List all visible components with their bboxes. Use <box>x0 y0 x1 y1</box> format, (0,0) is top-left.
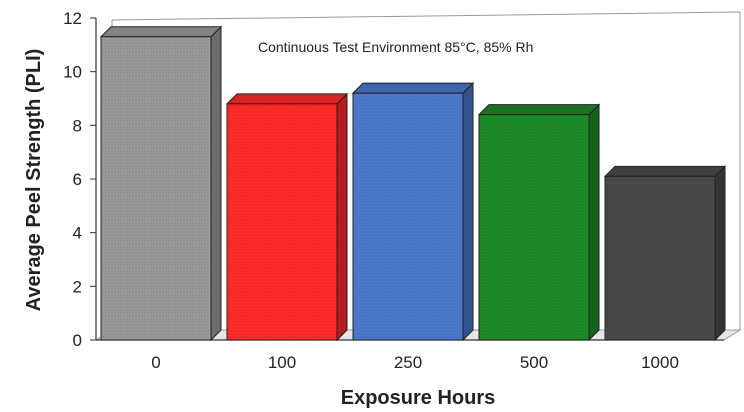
bar-0 <box>99 25 223 342</box>
bar-top-face <box>225 93 349 105</box>
y-tick-label: 4 <box>73 224 82 243</box>
x-axis-title: Exposure Hours <box>341 387 495 409</box>
bar-texture <box>101 36 211 341</box>
bar-side-face <box>588 103 600 342</box>
y-tick-label: 0 <box>73 331 82 350</box>
y-tick-label: 6 <box>73 170 82 189</box>
bar-top-face <box>477 104 601 116</box>
x-tick-label: 1000 <box>641 353 679 372</box>
bar-side-face <box>714 165 726 342</box>
y-axis-title: Average Peel Strength (PLI) <box>23 49 45 312</box>
y-tick-label: 12 <box>63 9 82 28</box>
bar-top-face <box>99 26 223 38</box>
bar-texture <box>605 176 715 340</box>
bar-250 <box>351 81 475 342</box>
x-tick-label: 250 <box>394 353 422 372</box>
bar-side-face <box>462 81 474 342</box>
bar-1000 <box>603 165 727 342</box>
y-tick-label: 8 <box>73 116 82 135</box>
y-axis-ticks: 0 2 4 6 8 10 12 <box>63 9 96 350</box>
chart-annotation: Continuous Test Environment 85°C, 85% Rh <box>258 39 533 55</box>
bar-100 <box>225 92 349 342</box>
bar-side-face <box>210 25 222 342</box>
bar-side-face <box>336 92 348 342</box>
x-tick-label: 0 <box>151 353 160 372</box>
bar-top-face <box>603 165 727 177</box>
y-tick-label: 2 <box>73 277 82 296</box>
bar-top-face <box>351 82 475 94</box>
bar-texture <box>227 103 337 340</box>
y-tick-label: 10 <box>63 63 82 82</box>
x-axis-ticks: 0 100 250 500 1000 <box>151 353 679 372</box>
x-tick-label: 100 <box>268 353 296 372</box>
bars-group <box>99 25 727 342</box>
bar-500 <box>477 103 601 342</box>
x-tick-label: 500 <box>520 353 548 372</box>
bar-texture <box>353 93 463 340</box>
bar-texture <box>479 114 589 340</box>
